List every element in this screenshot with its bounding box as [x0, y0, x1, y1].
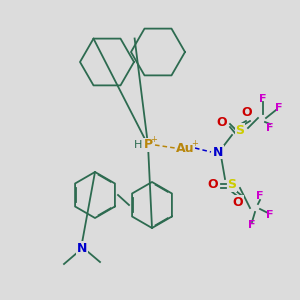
Text: F: F	[275, 103, 283, 113]
Text: N: N	[213, 146, 223, 158]
Text: S: S	[227, 178, 236, 191]
Text: S: S	[236, 124, 244, 136]
Text: F: F	[259, 94, 267, 104]
Text: O: O	[208, 178, 218, 190]
Text: O: O	[233, 196, 243, 208]
Text: N: N	[77, 242, 87, 254]
Text: H: H	[134, 140, 142, 150]
Text: F: F	[248, 220, 256, 230]
Text: +: +	[151, 136, 158, 145]
Text: Au: Au	[176, 142, 194, 154]
Text: F: F	[266, 123, 274, 133]
Text: O: O	[217, 116, 227, 130]
Text: O: O	[242, 106, 252, 119]
Text: F: F	[256, 191, 264, 201]
Text: F: F	[266, 210, 274, 220]
Text: +: +	[192, 140, 198, 148]
Text: P: P	[143, 139, 153, 152]
